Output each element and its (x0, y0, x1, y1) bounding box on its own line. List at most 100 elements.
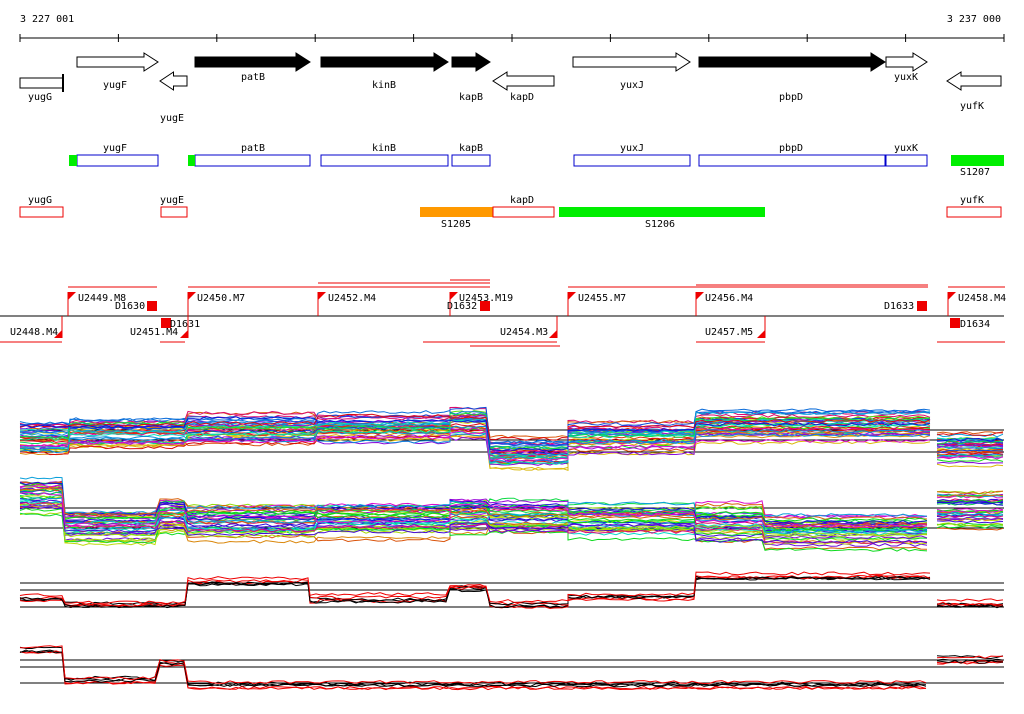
gene-arrow (159, 71, 188, 91)
ruler-start: 3 227 001 (20, 14, 74, 25)
region-box (19, 206, 64, 218)
gene-arrow (572, 52, 691, 72)
gene-label: pbpD (779, 92, 803, 103)
expression-line (19, 502, 1004, 544)
expression-line (19, 649, 1004, 688)
segment-label: U2455.M7 (578, 293, 626, 304)
gene-arrow (320, 52, 449, 72)
annotation-box (320, 154, 449, 167)
segment-label: D1633 (884, 301, 914, 312)
annotation-box (698, 154, 886, 167)
expression-line (19, 433, 1004, 460)
gene-label: kapB (459, 92, 483, 103)
segment-label: U2453.M19 (459, 293, 513, 304)
annotation-label: kapB (459, 143, 483, 154)
segment-flag (180, 330, 188, 338)
region-label: yugE (160, 195, 184, 206)
expression-line (19, 571, 1004, 605)
segment-label: U2452.M4 (328, 293, 376, 304)
gene-arrow (451, 52, 491, 72)
gene-arrow (946, 71, 1002, 91)
segment-label: D1630 (115, 301, 145, 312)
region-box (559, 207, 765, 217)
segment-flag (450, 292, 458, 300)
expression-line (19, 575, 1004, 609)
region-box (160, 206, 188, 218)
annotation-label: yuxJ (620, 143, 644, 154)
annotation-lead (188, 155, 195, 166)
segment-label: D1631 (170, 319, 200, 330)
segment-flag (549, 330, 557, 338)
segment-square (950, 318, 960, 328)
annotation-label: yugF (103, 143, 127, 154)
annotation-box (76, 154, 159, 167)
segment-flag (757, 330, 765, 338)
gene-arrow (19, 77, 64, 89)
gene-label: yugF (103, 80, 127, 91)
segment-flag (948, 292, 956, 300)
region-box (946, 206, 1002, 218)
segment-label: U2457.M5 (705, 327, 753, 338)
expression-line (19, 491, 1004, 528)
expression-line (19, 506, 1004, 544)
expression-line (19, 650, 1004, 688)
region-label: yugG (28, 195, 52, 206)
segment-flag (54, 330, 62, 338)
gene-label: yugG (28, 92, 52, 103)
annotation-lead (69, 155, 77, 166)
segment-label: D1632 (447, 301, 477, 312)
annotation-box (451, 154, 491, 167)
segment-label: U2448.M4 (10, 327, 58, 338)
segment-square (147, 301, 157, 311)
segment-flag (68, 292, 76, 300)
region-label: S1205 (441, 219, 471, 230)
segment-flag (568, 292, 576, 300)
segment-flag (696, 292, 704, 300)
segment-label: U2454.M3 (500, 327, 548, 338)
segment-label: U2458.M4 (958, 293, 1006, 304)
segment-flag (318, 292, 326, 300)
gene-label: yugE (160, 113, 184, 124)
gene-label: yuxK (894, 72, 918, 83)
annotation-box (885, 154, 928, 167)
region-box (420, 207, 493, 217)
gene-label: kapD (510, 92, 534, 103)
segment-square (161, 318, 171, 328)
gene-arrow (885, 52, 928, 72)
expression-line (19, 481, 1004, 524)
gene-label: yuxJ (620, 80, 644, 91)
gene-label: patB (241, 72, 265, 83)
segment-square (480, 301, 490, 311)
expression-line (19, 413, 1004, 441)
gene-arrow (194, 52, 311, 72)
gene-arrow (492, 71, 555, 91)
expression-line (19, 504, 1004, 540)
expression-line (19, 574, 1004, 607)
annotation-box (573, 154, 691, 167)
segment-label: U2456.M4 (705, 293, 753, 304)
expression-line (19, 503, 1004, 546)
annotation-box (951, 155, 1004, 166)
region-label: S1206 (645, 219, 675, 230)
segment-label: U2449.M8 (78, 293, 126, 304)
region-label: kapD (510, 195, 534, 206)
segment-flag (188, 292, 196, 300)
gene-label: kinB (372, 80, 396, 91)
gene-arrow (76, 52, 159, 72)
segment-label: U2450.M7 (197, 293, 245, 304)
expression-line (19, 416, 1004, 452)
expression-line (19, 576, 1004, 609)
gene-arrow (698, 52, 886, 72)
region-label: yufK (960, 195, 984, 206)
annotation-label: patB (241, 143, 265, 154)
ruler-end: 3 237 000 (947, 14, 1001, 25)
expression-line (19, 645, 1004, 685)
gene-label: yufK (960, 101, 984, 112)
region-box (492, 206, 555, 218)
expression-line (19, 430, 1004, 462)
annotation-label: S1207 (960, 167, 990, 178)
annotation-label: kinB (372, 143, 396, 154)
segment-label: D1634 (960, 319, 990, 330)
expression-line (19, 425, 1004, 464)
